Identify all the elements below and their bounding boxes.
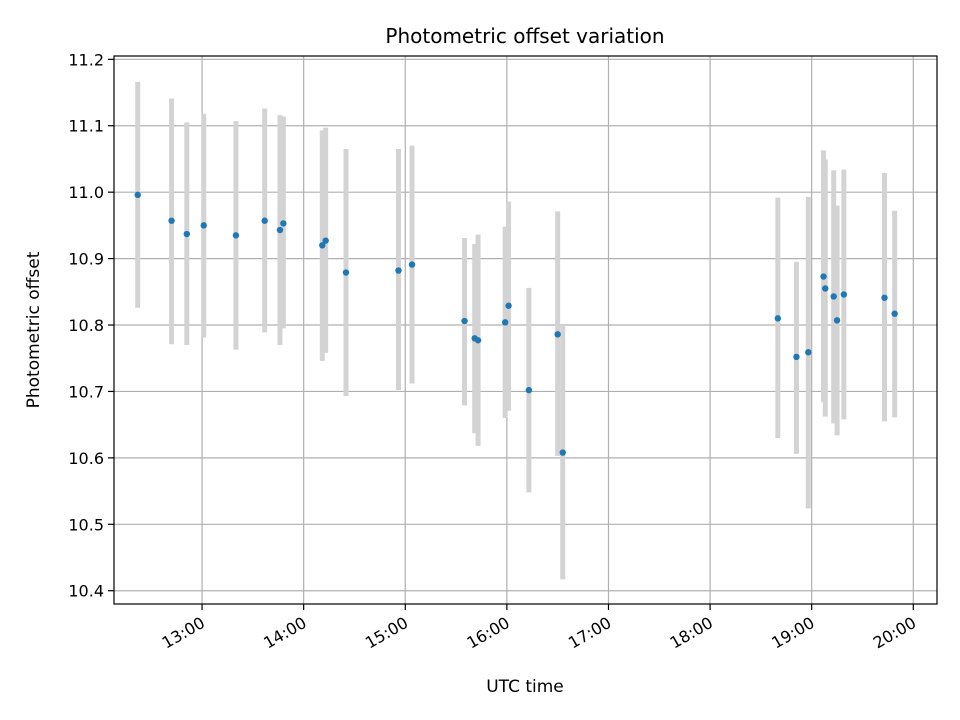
data-point — [168, 217, 175, 224]
x-tick-label: 17:00 — [565, 613, 614, 653]
data-point — [830, 293, 837, 300]
grid — [114, 56, 937, 604]
data-point — [891, 310, 898, 317]
y-tick-label: 11.1 — [68, 117, 104, 136]
y-tick-label: 10.7 — [68, 382, 104, 401]
data-point — [559, 449, 566, 456]
y-tick-label: 11.0 — [68, 183, 104, 202]
y-tick-label: 10.9 — [68, 250, 104, 269]
data-point — [276, 226, 284, 234]
data-point — [525, 386, 533, 394]
x-tick-label: 18:00 — [667, 613, 716, 653]
data-point — [395, 267, 402, 274]
data-point — [793, 353, 800, 361]
data-point — [501, 319, 509, 326]
data-point — [774, 315, 782, 322]
data-point — [232, 232, 240, 239]
data-point — [134, 191, 141, 199]
x-tick-label: 15:00 — [362, 613, 411, 653]
plot-area-frame — [113, 55, 938, 605]
data-point — [820, 273, 827, 280]
data-point — [881, 294, 888, 301]
x-tick-label: 16:00 — [463, 613, 512, 653]
errorbars — [135, 81, 898, 580]
x-tick-label: 14:00 — [260, 613, 309, 653]
x-tick-label: 19:00 — [768, 613, 817, 653]
data-point — [840, 291, 848, 298]
y-axis-label: Photometric offset — [24, 251, 44, 408]
data-point — [554, 331, 561, 338]
data-point — [505, 302, 512, 309]
x-tick-label: 20:00 — [870, 613, 919, 653]
data-point — [183, 230, 191, 238]
x-tick-label: 13:00 — [159, 613, 208, 653]
data-point — [319, 242, 326, 249]
data-point — [342, 269, 350, 276]
data-point — [805, 349, 812, 356]
data-point — [322, 237, 329, 244]
y-tick-label: 11.2 — [68, 50, 104, 69]
data-points — [134, 191, 898, 456]
y-tick-label: 10.8 — [68, 316, 104, 335]
data-point — [280, 220, 287, 227]
data-point — [200, 222, 207, 229]
data-point — [261, 217, 268, 224]
data-point — [461, 317, 468, 325]
y-tick-label: 10.6 — [68, 449, 104, 468]
data-point — [474, 337, 482, 344]
data-point — [408, 261, 416, 268]
data-point — [822, 285, 829, 292]
y-axis-ticks: 10.4 10.5 10.6 10.7 10.8 10.9 11.0 11.1 11.2 — [68, 50, 114, 601]
y-tick-label: 10.5 — [68, 515, 104, 534]
y-tick-label: 10.4 — [68, 582, 104, 601]
chart-title: Photometric offset variation — [385, 24, 664, 48]
x-axis-ticks: 13:00 14:00 15:00 16:00 17:00 18:00 19:00 20:00 — [159, 604, 919, 653]
x-axis-label: UTC time — [486, 677, 564, 697]
data-point — [833, 317, 841, 324]
